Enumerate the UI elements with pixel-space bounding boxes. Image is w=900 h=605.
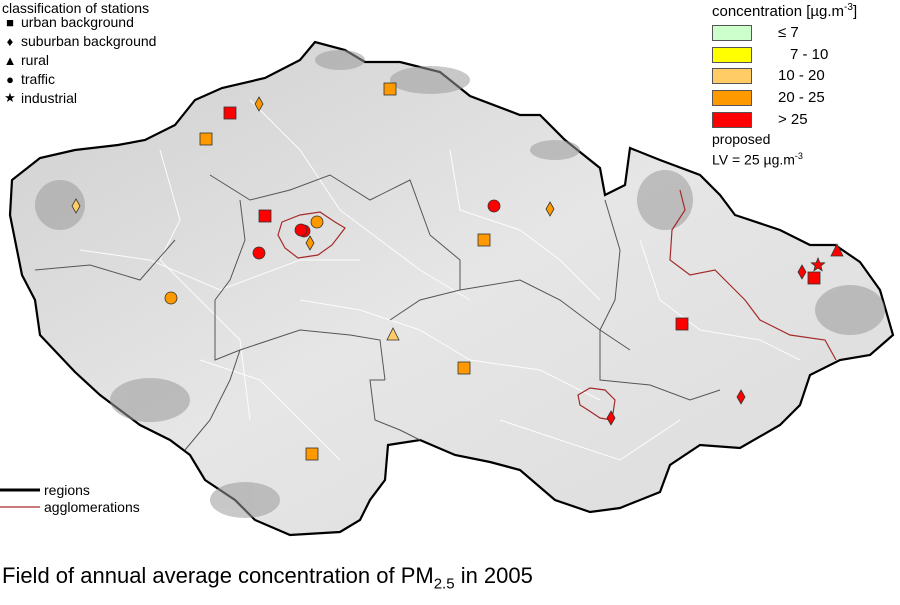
star-icon: ★ xyxy=(4,90,16,105)
legend-agglomerations: agglomerations xyxy=(44,499,140,515)
legend-item-urban-background: ■ urban background xyxy=(3,14,134,30)
concentration-class-4: 20 - 25 xyxy=(712,89,825,106)
class-label: 7 - 10 xyxy=(790,46,829,63)
station-circle-marker xyxy=(310,215,324,229)
legend-label: traffic xyxy=(21,71,55,87)
station-square-marker xyxy=(675,317,689,331)
station-square-marker xyxy=(223,106,237,120)
region-boundaries xyxy=(34,174,721,451)
district-boundaries xyxy=(79,99,801,461)
station-circle-marker xyxy=(294,223,308,237)
proposed-label: proposed xyxy=(712,131,771,147)
legend-label: agglomerations xyxy=(44,499,140,515)
limit-value: LV = 25 µg.m-3 xyxy=(712,151,803,168)
legend-label: rural xyxy=(21,52,50,68)
concentration-class-1: ≤ 7 xyxy=(712,24,799,41)
triangle-icon: ▲ xyxy=(3,52,17,68)
class-label: 10 - 20 xyxy=(778,67,825,84)
station-square-marker xyxy=(457,361,471,375)
concentration-legend-title: concentration [µg.m-3] xyxy=(712,2,858,20)
legend-item-suburban-background: ♦ suburban background xyxy=(3,33,157,49)
concentration-class-5: > 25 xyxy=(712,111,808,128)
legend-item-industrial: ★ industrial xyxy=(3,90,77,106)
station-diamond-marker xyxy=(71,198,81,214)
station-square-marker xyxy=(477,233,491,247)
class-label: ≤ 7 xyxy=(778,24,799,41)
color-swatch xyxy=(712,111,752,128)
square-icon: ■ xyxy=(6,14,14,30)
circle-icon: ● xyxy=(6,71,14,87)
station-diamond-marker xyxy=(736,389,746,405)
station-square-marker xyxy=(305,447,319,461)
diamond-icon: ♦ xyxy=(6,33,14,49)
class-label: 20 - 25 xyxy=(778,89,825,106)
proposed-limit-note: proposed LV = 25 µg.m-3 xyxy=(712,131,803,169)
station-diamond-marker xyxy=(797,264,807,280)
concentration-class-3: 10 - 20 xyxy=(712,67,825,84)
station-square-marker xyxy=(258,209,272,223)
legend-item-rural: ▲ rural xyxy=(3,52,49,68)
stations-layer xyxy=(71,82,844,461)
mountain-shading xyxy=(35,50,885,518)
station-square-marker xyxy=(807,271,821,285)
concentration-class-2: 7 - 10 xyxy=(712,46,828,63)
station-diamond-marker xyxy=(305,235,315,251)
station-triangle-marker xyxy=(830,243,844,257)
legend-label: regions xyxy=(44,482,90,498)
classification-legend-title: classification of stations xyxy=(2,0,150,16)
station-triangle-marker xyxy=(386,327,400,341)
station-diamond-marker xyxy=(606,410,616,426)
color-swatch xyxy=(712,46,752,63)
color-swatch xyxy=(712,89,752,106)
legend-item-traffic: ● traffic xyxy=(3,71,55,87)
station-diamond-marker xyxy=(254,96,264,112)
station-diamond-marker xyxy=(545,201,555,217)
station-square-marker xyxy=(199,132,213,146)
color-swatch xyxy=(712,67,752,84)
legend-label: industrial xyxy=(21,90,78,106)
station-star-marker xyxy=(810,256,826,272)
legend-label: urban background xyxy=(21,14,134,30)
station-circle-marker xyxy=(252,246,266,260)
color-swatch xyxy=(712,24,752,41)
map-caption: Field of annual average concentration of… xyxy=(2,563,533,593)
station-square-marker xyxy=(383,82,397,96)
station-circle-marker xyxy=(487,199,501,213)
legend-label: suburban background xyxy=(21,33,157,49)
station-circle-marker xyxy=(164,291,178,305)
legend-regions: regions xyxy=(44,482,90,498)
class-label: > 25 xyxy=(778,111,808,128)
